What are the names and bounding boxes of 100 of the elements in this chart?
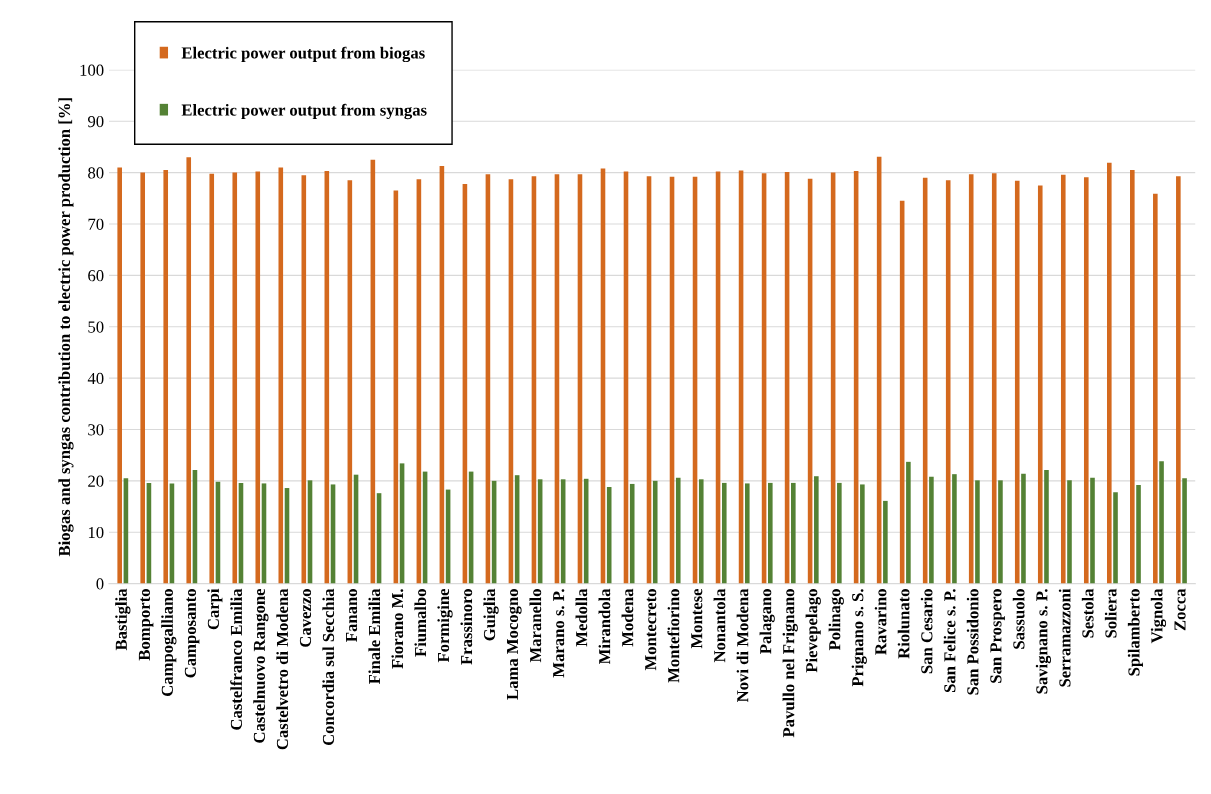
x-tick-label: Prignano s. S. [851,589,867,687]
y-tick-label: 50 [88,321,104,333]
bar [1067,480,1072,584]
x-tick-label: Palagano [759,589,775,654]
y-tick-label: 70 [88,218,104,230]
x-tick-label: Cavezzo [299,589,312,647]
y-tick-label: 40 [87,372,104,385]
y-tick-label: 30 [88,424,104,436]
x-tick-label: Vignola [1150,588,1167,644]
bar [860,484,865,584]
bar [929,476,934,584]
y-tick-label: 0 [96,578,104,590]
x-tick-label: Bastiglia [115,588,131,651]
x-tick-label: Zocca [1174,588,1186,631]
y-tick-label: 20 [88,475,104,487]
bar [883,500,888,584]
x-tick-label: Ravarino [874,589,887,655]
bar [991,173,997,584]
x-tick-label: San Prospero [990,589,1005,683]
y-tick-label: 10 [88,526,104,539]
x-tick-label: Soliera [1104,588,1117,638]
bar [1182,478,1187,584]
bar [606,487,612,584]
x-tick-label: Sassuolo [1012,589,1025,649]
bar [629,483,635,584]
x-tick-label: Finale Emilia [368,588,381,684]
bar [140,172,146,584]
bar [814,476,819,584]
x-tick-label: Pavullo nel Frignano [782,589,798,738]
x-tick-label: Castelnuovo Rangone [253,588,269,743]
x-tick-label: Montefiorino [667,589,680,683]
bar [791,482,796,584]
x-tick-label: Riolunato [897,589,910,659]
x-tick-label: Pievepelago [805,589,821,673]
x-tick-label: Montecreto [645,589,657,671]
x-tick-label: San Felice s. P. [943,589,956,693]
bar [1136,484,1141,584]
bar [1083,177,1089,584]
x-tick-label: Polinago [828,589,844,651]
x-tick-label: Formigine [437,588,453,663]
y-tick-label: 60 [88,270,104,282]
bar [117,167,122,584]
x-tick-label: San Cesario [920,589,933,674]
bar [768,482,773,584]
bar [952,474,957,584]
x-tick-label: Spilamberto [1127,589,1143,676]
x-tick-label: Maranello [529,589,542,663]
legend-label: Electric power output from biogas [181,46,425,63]
x-tick-label: Sestola [1081,588,1094,638]
bar [698,479,704,584]
legend-label: Electric power output from syngas [181,103,427,120]
x-tick-label: Fiorano M. [391,589,404,669]
x-tick-label: Serramazzoni [1058,588,1071,687]
bar [1113,492,1118,584]
x-tick-label: Medolla [575,588,588,647]
x-tick-label: Fiumalbo [414,589,427,657]
x-tick-label: Mirandola [598,588,611,665]
x-tick-label: Nonantola [713,588,726,663]
x-tick-label: Castelvetro di Modena [276,588,289,750]
bar [1176,176,1181,584]
x-tick-label: Camposanto [184,589,200,678]
y-tick-label: 100 [80,64,104,76]
x-tick-label: Savignano s. P. [1035,589,1051,694]
bar [1060,174,1066,584]
x-tick-label: Lama Mocogno [507,589,522,700]
bar [209,173,215,584]
bar [906,461,911,584]
x-tick-label: Fanano [346,589,358,642]
x-tick-label: Marano s. P. [553,589,565,678]
x-tick-label: Concordia sul Secchia [322,588,335,746]
x-tick-label: Guiglia [483,588,499,641]
y-axis-title: Biogas and syngas contribution to electric power production [%] [58,98,74,557]
bar [1107,162,1112,584]
bar [1021,473,1026,584]
bar [721,482,727,584]
bar [1090,477,1095,584]
bar [675,477,681,584]
bar [652,480,658,584]
bar [255,171,261,584]
y-tick-label: 90 [88,115,104,128]
bar [998,480,1003,584]
bar [744,483,750,584]
bar [278,167,284,584]
bar [232,172,238,584]
bar [1130,170,1135,584]
x-tick-label: Campogalliano [161,589,177,696]
bar [945,180,951,584]
bar [1153,193,1158,584]
x-tick-label: Novi di Modena [736,588,749,703]
bar [837,482,842,584]
bar [163,170,169,584]
x-tick-label: Castelfranco Emilia [230,588,243,730]
bar [1014,180,1020,584]
y-tick-label: 80 [88,167,104,179]
bar [1044,470,1049,584]
bar [186,157,192,584]
x-tick-label: Frassinoro [460,589,473,665]
x-tick-label: Modena [621,588,634,647]
bar [968,174,974,584]
x-tick-label: Bomporto [138,589,154,661]
